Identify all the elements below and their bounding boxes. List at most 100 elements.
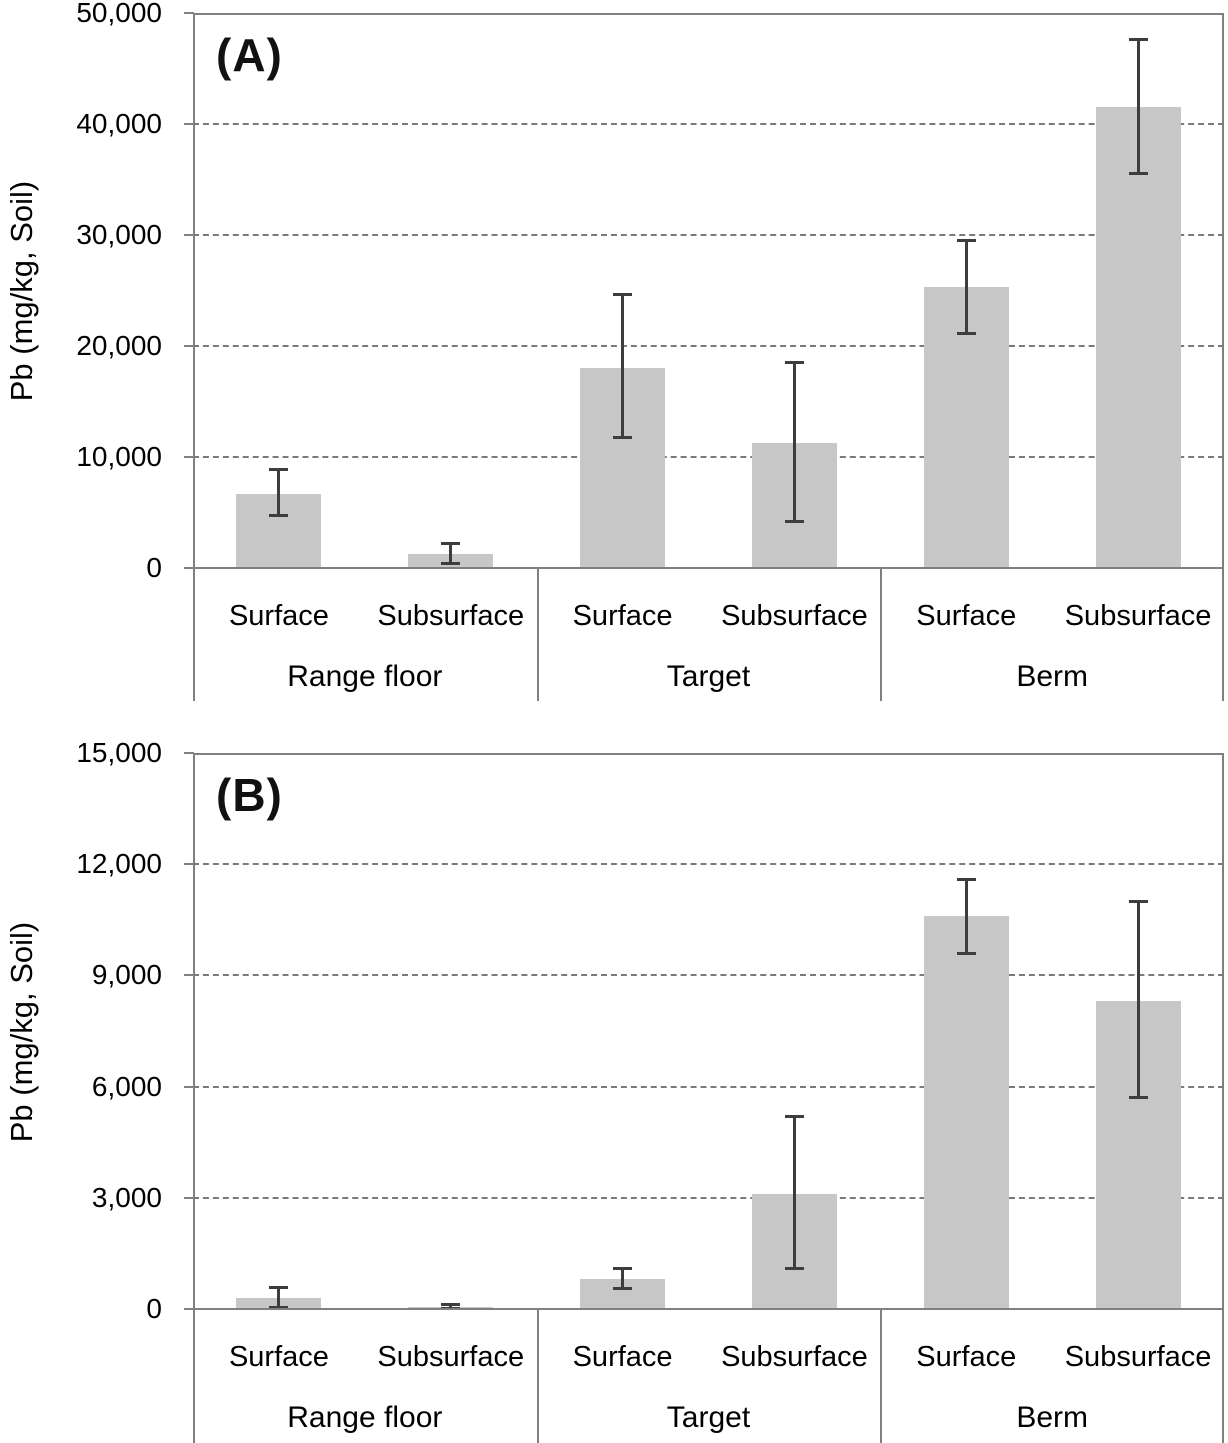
error-bar [1136, 39, 1140, 174]
y-tick-label: 0 [146, 1293, 162, 1324]
y-tick-mark [184, 345, 194, 347]
error-bar [964, 879, 968, 954]
category-label: Surface [572, 600, 673, 632]
category-label: Subsurface [721, 1341, 868, 1373]
error-bar-cap-bottom [269, 514, 289, 518]
error-bar [1136, 901, 1140, 1098]
y-tick-label: 30,000 [76, 219, 162, 250]
category-label: Subsurface [1064, 1341, 1212, 1373]
y-tick-label: 12,000 [76, 848, 162, 880]
error-bar [621, 1268, 625, 1289]
group-divider [880, 1310, 883, 1443]
x-axis-line [184, 567, 1224, 569]
error-bar-cap-top [441, 1303, 461, 1307]
error-bar-cap-top [784, 361, 804, 365]
y-tick-label: 20,000 [76, 330, 162, 361]
error-bar-cap-top [956, 239, 976, 243]
group-divider [193, 569, 195, 701]
gridline [193, 456, 1224, 458]
y-tick-label: 3,000 [91, 1181, 162, 1213]
group-label: Target [666, 1401, 751, 1434]
group-divider [193, 1310, 195, 1443]
error-bar [277, 1287, 281, 1308]
error-bar-cap-bottom [1128, 172, 1148, 176]
error-bar [277, 469, 281, 516]
gridline [193, 345, 1224, 347]
error-bar-cap-top [269, 467, 289, 471]
gridline [193, 1196, 1224, 1199]
error-bar-cap-bottom [441, 562, 461, 566]
y-tick-mark [184, 974, 194, 977]
error-bar-cap-bottom [269, 1305, 289, 1309]
axis-frame [193, 753, 1224, 1309]
group-divider [536, 569, 539, 701]
bar [923, 916, 1009, 1309]
y-tick-label: 50,000 [76, 0, 162, 28]
y-tick-mark [184, 456, 194, 458]
error-bar-cap-top [269, 1286, 289, 1289]
error-bar [792, 1116, 796, 1269]
error-bar-cap-bottom [956, 951, 976, 955]
error-bar [449, 1304, 453, 1309]
y-tick-mark [184, 1085, 194, 1088]
error-bar-cap-bottom [956, 332, 976, 336]
group-label: Berm [1016, 1401, 1088, 1434]
panel-a-y-axis-title: Pb (mg/kg, Soil) [4, 180, 39, 402]
error-bar-cap-top [1128, 899, 1148, 903]
y-tick-label: 40,000 [76, 108, 162, 139]
error-bar-cap-bottom [613, 435, 633, 439]
error-bar-cap-top [613, 293, 633, 297]
y-tick-mark [184, 752, 194, 754]
group-label: Range floor [287, 660, 443, 693]
y-tick-mark [184, 234, 194, 236]
group-divider [1222, 569, 1224, 701]
error-bar-cap-bottom [613, 1287, 633, 1291]
error-bar [449, 543, 453, 564]
group-label: Range floor [287, 1401, 443, 1434]
gridline [193, 234, 1224, 236]
group-label: Berm [1016, 660, 1088, 693]
y-tick-label: 0 [146, 552, 162, 583]
panel-b-y-axis-title: Pb (mg/kg, Soil) [4, 921, 39, 1143]
y-tick-label: 9,000 [91, 959, 162, 991]
error-bar-cap-bottom [1128, 1096, 1148, 1100]
category-label: Subsurface [1064, 600, 1212, 632]
category-label: Surface [228, 600, 329, 632]
y-tick-label: 10,000 [76, 441, 162, 472]
category-label: Subsurface [721, 600, 868, 632]
gridline [193, 974, 1224, 977]
error-bar-cap-bottom [784, 1266, 804, 1270]
gridline [193, 863, 1224, 866]
y-tick-mark [184, 123, 194, 125]
y-tick-mark [184, 12, 194, 14]
panel-b-label: (B) [216, 769, 283, 821]
category-label: Surface [228, 1341, 329, 1373]
y-tick-mark [184, 1196, 194, 1199]
error-bar-cap-bottom [784, 519, 804, 523]
bar [1095, 107, 1181, 568]
y-tick-label: 6,000 [91, 1070, 162, 1102]
category-label: Subsurface [377, 1341, 525, 1373]
error-bar-cap-top [956, 877, 976, 881]
error-bar-cap-top [784, 1114, 804, 1118]
gridline [193, 123, 1224, 125]
group-divider [1222, 1310, 1224, 1443]
error-bar [621, 294, 625, 438]
category-label: Surface [572, 1341, 673, 1373]
error-bar [792, 362, 796, 522]
x-axis-line [184, 1308, 1224, 1310]
group-label: Target [666, 660, 751, 693]
axis-frame [193, 13, 1224, 568]
group-divider [880, 569, 883, 701]
category-label: Surface [916, 600, 1017, 632]
error-bar-cap-top [441, 542, 461, 546]
panel-a-label: (A) [216, 29, 283, 81]
y-tick-mark [184, 863, 194, 866]
error-bar-cap-top [1128, 38, 1148, 42]
y-tick-label: 15,000 [76, 737, 162, 768]
gridline [193, 1085, 1224, 1088]
group-divider [536, 1310, 539, 1443]
error-bar [964, 240, 968, 334]
category-label: Subsurface [377, 600, 525, 632]
